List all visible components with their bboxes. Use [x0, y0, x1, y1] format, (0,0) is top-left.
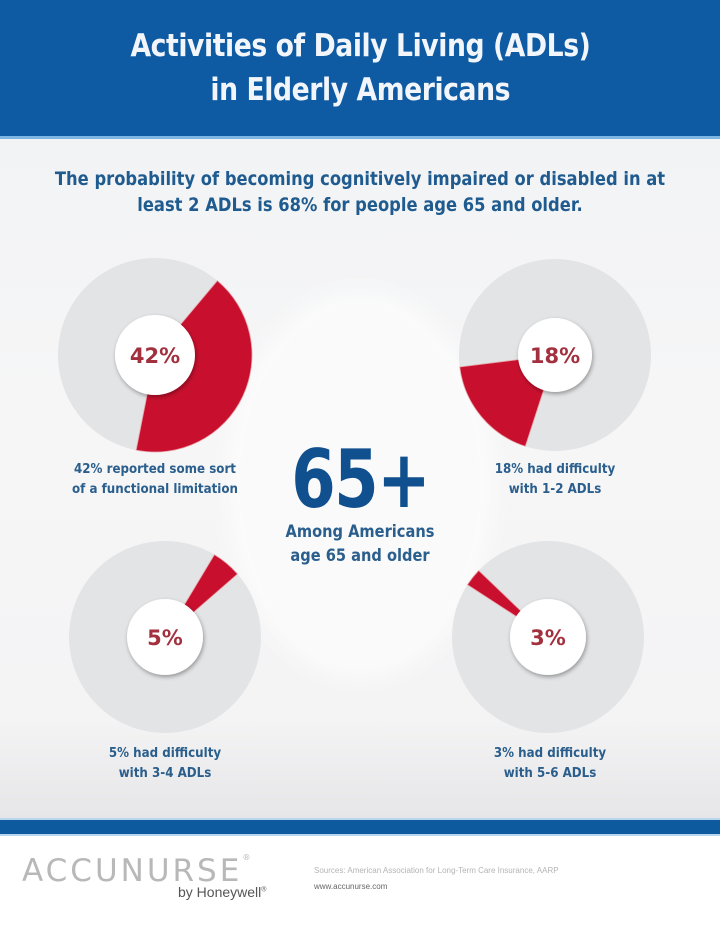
caption-3-line-1: 3% had difficulty — [493, 745, 607, 761]
caption-42-line-1: 42% reported some sort — [74, 461, 236, 477]
caption-3: 3% had difficulty with 5-6 ADLs — [430, 743, 670, 783]
website-link[interactable]: www.accunurse.com — [314, 882, 388, 891]
center-caption: Among Americans age 65 and older — [250, 520, 470, 568]
pie-value-label: 5% — [147, 626, 183, 650]
center-disc — [240, 305, 480, 665]
center-label-circle — [510, 599, 586, 675]
honeywell-byline: by Honeywell® — [178, 884, 266, 900]
pie-value-label: 3% — [530, 626, 566, 650]
center-label-circle — [518, 318, 592, 392]
caption-18: 18% had difficulty with 1-2 ADLs — [435, 459, 675, 499]
big-number-text: 65+ — [291, 433, 430, 526]
registered-mark: ® — [242, 853, 251, 862]
title-line-2: in Elderly Americans — [210, 72, 510, 108]
center-label-circle — [115, 315, 195, 395]
donut-chart-18: 18% — [459, 259, 651, 451]
caption-5: 5% had difficulty with 3-4 ADLs — [45, 743, 285, 783]
big-number-65-plus: 65+ — [270, 430, 450, 530]
header-banner: Activities of Daily Living (ADLs) in Eld… — [0, 0, 720, 139]
logo-text: ACCUNURSE — [22, 853, 243, 889]
caption-18-line-1: 18% had difficulty — [494, 461, 616, 477]
donut-chart-3: 3% — [452, 541, 644, 733]
accunurse-logo: ACCUNURSE® — [22, 853, 250, 889]
caption-3-line-2: with 5-6 ADLs — [503, 765, 597, 781]
donut-chart-42: 42% — [58, 258, 253, 453]
subtitle: The probability of becoming cognitively … — [0, 166, 720, 218]
caption-5-line-2: with 3-4 ADLs — [118, 765, 212, 781]
title-line-1: Activities of Daily Living (ADLs) — [130, 28, 590, 64]
byline-text: by Honeywell — [178, 884, 262, 900]
caption-5-line-1: 5% had difficulty — [108, 745, 222, 761]
donut-chart-5: 5% — [69, 541, 261, 733]
subtitle-line-2: least 2 ADLs is 68% for people age 65 an… — [137, 194, 583, 216]
caption-42: 42% reported some sort of a functional l… — [35, 459, 275, 499]
sources-text: Sources: American Association for Long-T… — [314, 866, 559, 875]
pie-value-label: 18% — [530, 344, 580, 368]
pie-value-label: 42% — [130, 344, 180, 368]
center-caption-line-1: Among Americans — [285, 522, 435, 542]
center-caption-line-2: age 65 and older — [290, 546, 430, 566]
caption-42-line-2: of a functional limitation — [71, 481, 238, 497]
byline-mark: ® — [261, 886, 267, 894]
caption-18-line-2: with 1-2 ADLs — [508, 481, 602, 497]
center-label-circle — [127, 599, 203, 675]
footer-stripe — [0, 818, 720, 836]
footer — [0, 836, 720, 926]
subtitle-line-1: The probability of becoming cognitively … — [54, 168, 666, 190]
